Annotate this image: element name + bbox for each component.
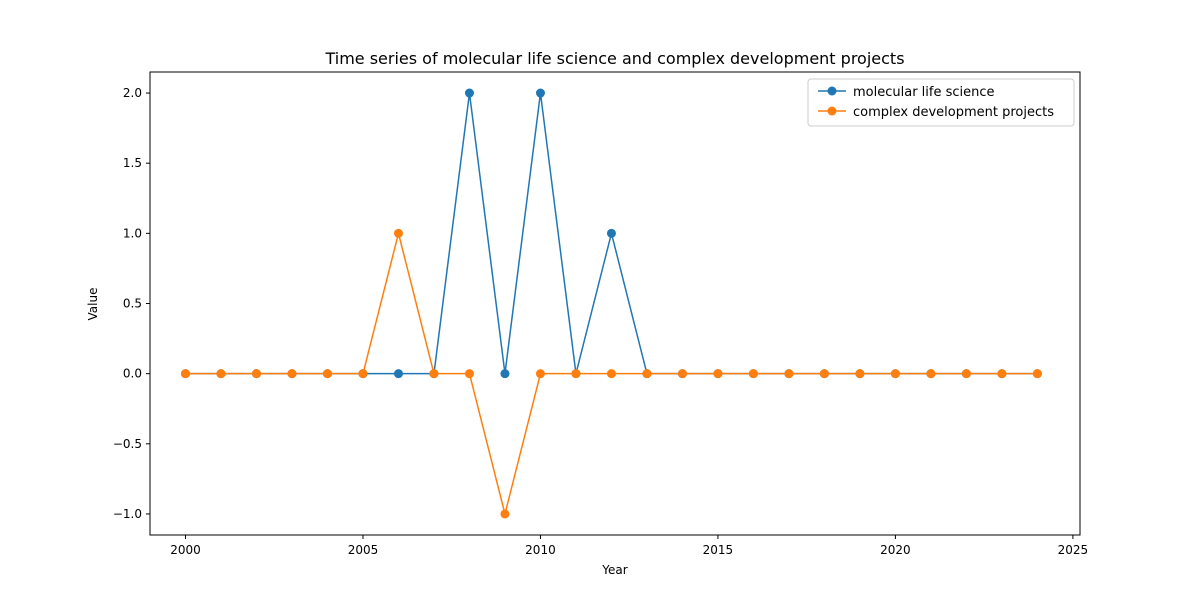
y-tick-label-6: 2.0 — [123, 86, 142, 100]
point-complex-development-projects-2018 — [819, 369, 829, 379]
x-tick-label-2015: 2015 — [703, 543, 734, 557]
x-tick-label-2010: 2010 — [525, 543, 556, 557]
point-molecular-life-science-2006 — [393, 369, 403, 379]
y-tick-label-2: 0.0 — [123, 367, 142, 381]
point-complex-development-projects-2021 — [926, 369, 936, 379]
point-complex-development-projects-2007 — [429, 369, 439, 379]
point-complex-development-projects-2000 — [180, 369, 190, 379]
point-complex-development-projects-2023 — [997, 369, 1007, 379]
y-tick-label-1: −0.5 — [113, 437, 142, 451]
point-complex-development-projects-2020 — [890, 369, 900, 379]
point-complex-development-projects-2003 — [287, 369, 297, 379]
point-complex-development-projects-2008 — [464, 369, 474, 379]
x-tick-label-2020: 2020 — [880, 543, 911, 557]
x-axis: 2000 2005 2010 2015 2020 2025 — [170, 535, 1088, 557]
legend-box — [807, 78, 1075, 127]
chart-title: Time series of molecular life science an… — [324, 49, 904, 68]
y-axis-label: Value — [86, 288, 100, 321]
point-complex-development-projects-2017 — [784, 369, 794, 379]
plot-area — [149, 71, 1081, 536]
legend-marker-complex-development-projects — [827, 106, 837, 116]
point-complex-development-projects-2011 — [571, 369, 581, 379]
point-complex-development-projects-2024 — [1032, 369, 1042, 379]
point-complex-development-projects-2016 — [748, 369, 758, 379]
series-layer — [180, 88, 1042, 519]
x-tick-label-2005: 2005 — [348, 543, 379, 557]
y-axis: −1.0 −0.5 0.0 0.5 1.0 1.5 2.0 — [113, 86, 150, 521]
point-molecular-life-science-2012 — [606, 228, 616, 238]
legend: molecular life science complex developme… — [807, 78, 1075, 127]
legend-marker-molecular-life-science — [827, 86, 837, 96]
point-complex-development-projects-2006 — [393, 228, 403, 238]
legend-label-complex-development-projects: complex development projects — [853, 105, 1054, 120]
point-complex-development-projects-2002 — [251, 369, 261, 379]
point-complex-development-projects-2015 — [713, 369, 723, 379]
point-molecular-life-science-2008 — [464, 88, 474, 98]
y-tick-label-3: 0.5 — [123, 297, 142, 311]
y-tick-label-4: 1.0 — [123, 226, 142, 240]
point-molecular-life-science-2009 — [500, 369, 510, 379]
x-tick-label-2000: 2000 — [170, 543, 201, 557]
x-axis-label: Year — [601, 563, 627, 577]
point-molecular-life-science-2010 — [535, 88, 545, 98]
y-tick-label-0: −1.0 — [113, 507, 142, 521]
point-complex-development-projects-2001 — [216, 369, 226, 379]
y-tick-label-5: 1.5 — [123, 156, 142, 170]
point-complex-development-projects-2012 — [606, 369, 616, 379]
point-complex-development-projects-2019 — [855, 369, 865, 379]
point-complex-development-projects-2004 — [322, 369, 332, 379]
point-complex-development-projects-2022 — [961, 369, 971, 379]
x-tick-label-2025: 2025 — [1058, 543, 1089, 557]
point-complex-development-projects-2013 — [642, 369, 652, 379]
point-complex-development-projects-2010 — [535, 369, 545, 379]
point-complex-development-projects-2009 — [500, 509, 510, 519]
point-complex-development-projects-2014 — [677, 369, 687, 379]
legend-label-molecular-life-science: molecular life science — [853, 85, 995, 100]
point-complex-development-projects-2005 — [358, 369, 368, 379]
